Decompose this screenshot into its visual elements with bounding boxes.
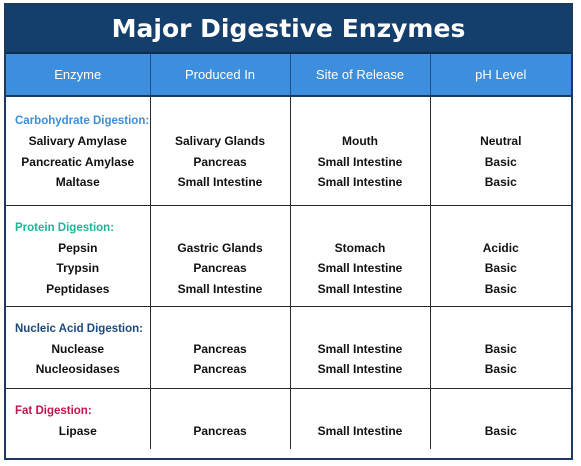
produced-in-cell: Salivary Glands Pancreas Small Intestine: [149, 96, 290, 205]
category-label: Nucleic Acid Digestion:: [15, 322, 144, 335]
category-group-row: Protein Digestion: Pepsin Trypsin Peptidase…: [6, 205, 571, 306]
column-header-ph-level: pH Level: [429, 54, 571, 97]
cell-value: Basic: [484, 423, 517, 438]
category-label: Protein Digestion:: [15, 221, 115, 234]
cell-value: Basic: [484, 154, 517, 169]
enzyme-name: Maltase: [55, 175, 100, 189]
cell-value: Mouth: [342, 134, 378, 148]
category-group-row: Fat Digestion: Lipase Pancreas Small Intest…: [6, 388, 571, 449]
cell-value: Pancreas: [193, 362, 247, 376]
cell-value: Small Intestine: [317, 175, 403, 189]
header-row: Enzyme Produced In Site of Release pH Le…: [6, 54, 571, 97]
produced-in-cell: Pancreas: [149, 388, 290, 449]
cell-value: Stomach: [334, 240, 386, 255]
site-of-release-cell: Stomach Small Intestine Small Intestine: [289, 205, 430, 306]
enzyme-name: Pepsin: [58, 240, 98, 255]
enzyme-table: Enzyme Produced In Site of Release pH Le…: [6, 54, 571, 449]
enzyme-name: Pancreatic Amylase: [21, 154, 135, 169]
cell-value: Small Intestine: [317, 423, 403, 438]
cell-value: Basic: [484, 362, 517, 376]
cell-value: Neutral: [480, 134, 522, 148]
enzyme-name: Nucleosidases: [35, 362, 120, 376]
cell-value: Small Intestine: [177, 281, 263, 296]
enzyme-table-card: Major Digestive Enzymes Enzyme Produced …: [4, 3, 573, 460]
cell-value: Pancreas: [193, 423, 247, 438]
enzyme-cell: Protein Digestion: Pepsin Trypsin Peptidase…: [6, 205, 150, 306]
cell-value: Acidic: [482, 240, 519, 255]
cell-value: Basic: [484, 175, 517, 189]
ph-level-cell: Acidic Basic Basic: [429, 205, 571, 306]
cell-value: Small Intestine: [317, 341, 403, 356]
cell-value: Small Intestine: [317, 154, 403, 169]
cell-value: Basic: [484, 281, 517, 296]
enzyme-name: Trypsin: [56, 261, 100, 275]
enzyme-name: Salivary Amylase: [28, 134, 127, 148]
produced-in-cell: Gastric Glands Pancreas Small Intestine: [149, 205, 290, 306]
cell-value: Basic: [484, 261, 517, 275]
cell-value: Gastric Glands: [177, 240, 263, 255]
site-of-release-cell: Small Intestine: [289, 388, 430, 449]
site-of-release-cell: Small Intestine Small Intestine: [289, 306, 430, 388]
produced-in-cell: Pancreas Pancreas: [149, 306, 290, 388]
column-header-site-of-release: Site of Release: [289, 54, 430, 97]
column-header-enzyme: Enzyme: [6, 54, 150, 97]
cell-value: Small Intestine: [317, 362, 403, 376]
ph-level-cell: Basic: [429, 388, 571, 449]
ph-level-cell: Neutral Basic Basic: [429, 96, 571, 205]
table-title: Major Digestive Enzymes: [6, 5, 571, 54]
cell-value: Pancreas: [193, 154, 247, 169]
category-label: Fat Digestion:: [15, 404, 92, 417]
enzyme-cell: Carbohydrate Digestion: Salivary Amylase P…: [6, 96, 150, 205]
category-group-row: Carbohydrate Digestion: Salivary Amylase P…: [6, 96, 571, 205]
cell-value: Pancreas: [193, 261, 247, 275]
cell-value: Salivary Glands: [174, 134, 266, 148]
cell-value: Basic: [484, 341, 517, 356]
enzyme-cell: Fat Digestion: Lipase: [6, 388, 150, 449]
cell-value: Pancreas: [193, 341, 247, 356]
column-header-produced-in: Produced In: [149, 54, 290, 97]
cell-value: Small Intestine: [317, 281, 403, 296]
enzyme-name: Lipase: [58, 423, 97, 438]
ph-level-cell: Basic Basic: [429, 306, 571, 388]
table-body: Carbohydrate Digestion: Salivary Amylase P…: [6, 96, 571, 449]
enzyme-name: Nuclease: [51, 341, 105, 356]
category-group-row: Nucleic Acid Digestion: Nuclease Nucleosid…: [6, 306, 571, 388]
enzyme-name: Peptidases: [46, 281, 110, 296]
site-of-release-cell: Mouth Small Intestine Small Intestine: [289, 96, 430, 205]
enzyme-cell: Nucleic Acid Digestion: Nuclease Nucleosid…: [6, 306, 150, 388]
cell-value: Small Intestine: [317, 261, 403, 275]
cell-value: Small Intestine: [177, 175, 263, 189]
category-label: Carbohydrate Digestion:: [15, 115, 150, 127]
